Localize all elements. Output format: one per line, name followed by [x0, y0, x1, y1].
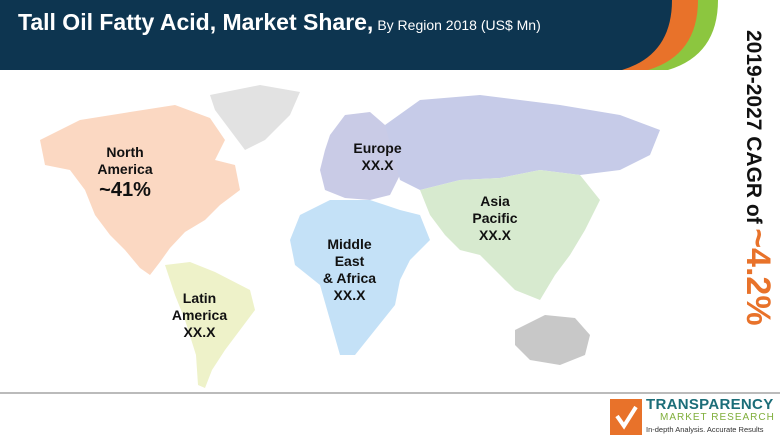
header-background [0, 0, 672, 70]
middle-east-africa-shape [290, 200, 430, 355]
europe-shape [320, 112, 400, 200]
region-label-europe: Europe XX.X [340, 140, 415, 174]
greenland-shape [210, 85, 300, 150]
region-value: XX.X [333, 287, 366, 303]
logo-tagline: In-depth Analysis. Accurate Results [646, 425, 764, 434]
north-america-shape [40, 105, 240, 275]
cagr-callout: 2019-2027 CAGR of ~4.2% [738, 30, 777, 326]
russia-asia-shape [385, 95, 660, 190]
region-name: & Africa [322, 270, 377, 286]
title-text: Tall Oil Fatty Acid, Market Share, [18, 9, 374, 35]
region-name: America [97, 161, 153, 177]
region-name: America [171, 307, 228, 323]
region-name: Asia [480, 193, 510, 209]
asia-pacific-shape [420, 170, 600, 300]
region-label-north-america: North America ~41% [80, 144, 170, 202]
australia-shape [515, 315, 590, 365]
region-name: Europe [353, 140, 402, 156]
region-label-asia-pacific: Asia Pacific XX.X [460, 193, 530, 244]
region-name: Middle [327, 236, 372, 252]
region-value: XX.X [479, 227, 511, 243]
subtitle: By Region 2018 (US$ Mn) [377, 17, 541, 33]
footer-divider [0, 392, 780, 394]
logo-name: TRANSPARENCY [646, 396, 774, 413]
region-value: ~41% [99, 179, 151, 201]
region-name: East [334, 253, 365, 269]
region-label-latin-america: Latin America XX.X [162, 290, 237, 341]
region-label-middle-east-africa: Middle East & Africa XX.X [312, 236, 387, 304]
page-title: Tall Oil Fatty Acid, Market Share, By Reg… [18, 9, 541, 36]
company-logo: TRANSPARENCY MARKET RESEARCH In-depth An… [608, 396, 780, 438]
region-value: XX.X [361, 157, 394, 173]
latin-america-shape [165, 262, 255, 388]
region-name: Pacific [472, 210, 518, 226]
cagr-label: 2019-2027 CAGR of [742, 30, 765, 224]
logo-subname: MARKET RESEARCH [660, 412, 775, 423]
region-name: North [106, 144, 144, 160]
world-map [40, 85, 660, 388]
region-name: Latin [182, 290, 217, 306]
region-value: XX.X [183, 324, 216, 340]
logo-checkmark-icon [610, 399, 642, 435]
cagr-value: ~4.2% [739, 228, 777, 326]
header-banner [0, 0, 718, 70]
